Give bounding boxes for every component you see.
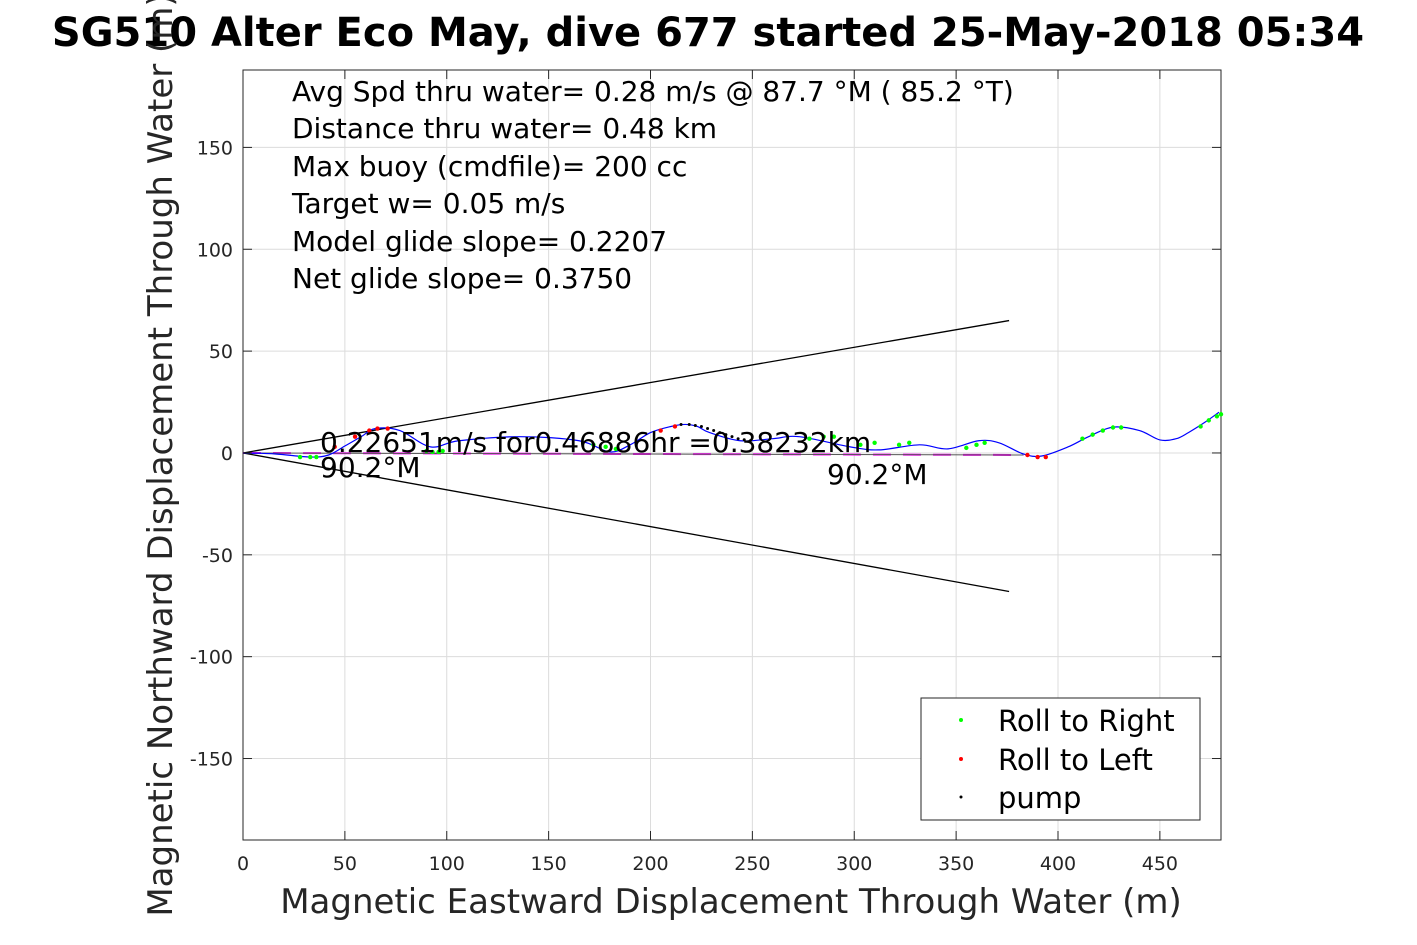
roll-to-right-marker xyxy=(1090,432,1095,437)
pump-marker xyxy=(730,435,734,439)
pump-marker xyxy=(748,439,752,443)
roll-to-right-marker xyxy=(1206,418,1211,423)
grid xyxy=(242,70,1221,840)
legend-marker-roll-right xyxy=(959,718,963,722)
y-tick-label: -100 xyxy=(190,647,233,669)
x-tick-label: 0 xyxy=(237,853,249,875)
current-annotation: 0.22651m/s for0.46886hr =0.38232km xyxy=(320,426,871,459)
roll-to-left-marker xyxy=(375,426,380,431)
pump-marker xyxy=(724,433,728,437)
x-tick-label: 150 xyxy=(530,853,566,875)
x-tick-label: 50 xyxy=(333,853,357,875)
roll-to-right-marker xyxy=(974,442,979,448)
pump-marker xyxy=(706,427,710,431)
legend: Roll to Right Roll to Left pump xyxy=(920,697,1201,821)
roll-to-right-marker xyxy=(314,454,319,460)
roll-to-left-marker xyxy=(658,428,663,433)
roll-to-right-marker xyxy=(831,434,837,439)
roll-to-left-marker xyxy=(1035,454,1040,460)
roll-to-right-marker xyxy=(1214,414,1220,419)
roll-to-right-marker xyxy=(436,449,441,455)
y-axis-label: Magnetic Northward Displacement Through … xyxy=(141,0,181,917)
y-tick-label: 100 xyxy=(197,239,233,261)
x-tick-label: 450 xyxy=(1142,853,1178,875)
y-tick-label: 50 xyxy=(209,341,233,363)
stats-text: Avg Spd thru water= 0.28 m/s @ 87.7 °M (… xyxy=(291,75,1014,295)
roll-to-right-marker xyxy=(896,442,902,448)
y-tick-label: -50 xyxy=(202,545,233,567)
markers xyxy=(297,412,1224,460)
roll-to-right-marker xyxy=(591,442,596,448)
roll-to-right-marker xyxy=(858,442,863,448)
roll-to-right-marker xyxy=(430,449,435,455)
roll-to-right-marker xyxy=(297,454,303,460)
legend-marker-roll-left xyxy=(959,757,963,761)
heading-end-annotation: 90.2°M xyxy=(827,458,928,491)
chart-title: SG510 Alter Eco May, dive 677 started 25… xyxy=(52,10,1364,56)
glider-track-line xyxy=(242,411,1220,458)
roll-to-right-marker xyxy=(807,436,812,441)
stat-line: Model glide slope= 0.2207 xyxy=(292,225,667,258)
pump-marker xyxy=(699,424,703,428)
x-tick-label: 300 xyxy=(836,853,872,875)
legend-marker-pump xyxy=(959,795,963,799)
stat-line: Distance thru water= 0.48 km xyxy=(292,112,717,145)
roll-to-left-marker xyxy=(1025,452,1030,458)
cone-lower-line xyxy=(242,452,1010,593)
pump-marker xyxy=(693,423,697,427)
roll-to-right-marker xyxy=(1100,428,1106,433)
legend-label: pump xyxy=(998,781,1081,815)
pump-marker xyxy=(718,431,722,435)
roll-to-right-marker xyxy=(308,454,313,460)
roll-to-right-marker xyxy=(603,444,608,450)
roll-to-left-marker xyxy=(332,444,337,450)
roll-to-right-marker xyxy=(440,448,445,454)
legend-label: Roll to Left xyxy=(998,743,1153,777)
roll-to-right-marker xyxy=(613,446,619,452)
heading-start-annotation: 90.2°M xyxy=(320,451,421,484)
pump-marker xyxy=(679,422,683,426)
roll-to-left-marker xyxy=(672,424,678,429)
plot-frame xyxy=(242,69,1222,841)
roll-to-right-marker xyxy=(872,440,877,445)
roll-to-left-marker xyxy=(385,426,390,431)
ticks: 0 50 100 150 200 250 300 350 400 450 -150 -100 -50 0 5… xyxy=(190,70,1221,875)
x-tick-label: 100 xyxy=(429,853,465,875)
roll-to-right-marker xyxy=(1118,425,1124,430)
pump-marker xyxy=(687,422,691,426)
y-tick-label: -150 xyxy=(190,749,233,771)
stat-line: Target w= 0.05 m/s xyxy=(291,187,565,220)
x-tick-label: 350 xyxy=(938,853,974,875)
legend-box xyxy=(920,697,1201,821)
roll-to-right-marker xyxy=(982,440,987,445)
y-tick-label: 0 xyxy=(221,443,233,465)
roll-to-right-marker xyxy=(821,434,826,439)
x-tick-label: 400 xyxy=(1040,853,1076,875)
stat-line: Net glide slope= 0.3750 xyxy=(292,262,632,295)
pump-marker xyxy=(736,437,740,441)
x-tick-label: 200 xyxy=(632,853,668,875)
stat-line: Max buoy (cmdfile)= 200 cc xyxy=(292,150,687,183)
x-tick-label: 250 xyxy=(734,853,770,875)
roll-to-right-marker xyxy=(964,445,969,451)
roll-to-left-marker xyxy=(1043,454,1048,460)
current-vector-line-base xyxy=(242,452,1024,456)
roll-to-left-marker xyxy=(352,434,358,439)
stat-line: Avg Spd thru water= 0.28 m/s @ 87.7 °M (… xyxy=(292,75,1014,108)
roll-to-right-marker xyxy=(907,440,912,445)
roll-to-right-marker xyxy=(1110,425,1116,430)
roll-to-left-marker xyxy=(367,428,372,433)
pump-marker xyxy=(712,429,716,433)
x-axis-label: Magnetic Eastward Displacement Through W… xyxy=(280,882,1182,922)
roll-to-right-marker xyxy=(1198,424,1203,429)
y-tick-label: 150 xyxy=(197,137,233,159)
legend-label: Roll to Right xyxy=(998,704,1175,738)
pump-marker xyxy=(742,438,746,442)
roll-to-right-marker xyxy=(1218,412,1224,417)
roll-to-right-marker xyxy=(1080,436,1085,441)
roll-to-right-marker xyxy=(424,448,429,454)
